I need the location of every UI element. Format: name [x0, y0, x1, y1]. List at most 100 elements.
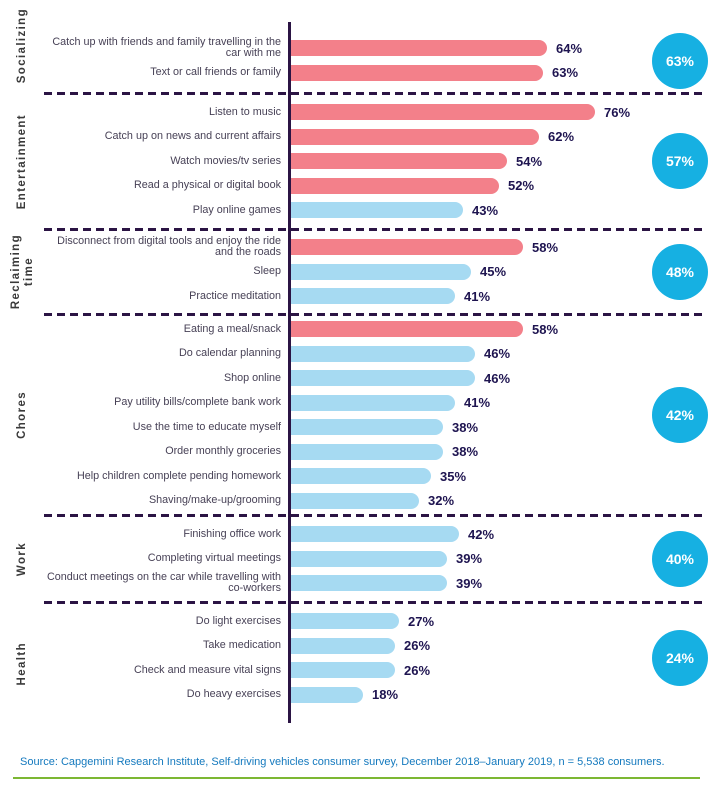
- bar-value: 62%: [548, 129, 575, 145]
- bar-row: Pay utility bills/complete bank work 41%: [46, 391, 715, 416]
- bar-label: Read a physical or digital book: [133, 179, 281, 191]
- bar-zone: 38%: [291, 443, 715, 460]
- bar-label: Play online games: [192, 203, 281, 216]
- average-badge: 48%: [652, 243, 708, 300]
- bar-zone: 76%: [291, 104, 715, 121]
- bar-label: Do heavy exercises: [186, 688, 281, 700]
- bar: [291, 468, 431, 485]
- section-separator: [44, 313, 707, 316]
- category-section: Entertainment Listen to music 76% Catch up …: [0, 95, 715, 228]
- bar-value: 41%: [464, 288, 491, 304]
- bar-row: Finishing office work 42%: [46, 522, 715, 547]
- bar: [291, 526, 459, 543]
- bar-zone: 54%: [291, 153, 715, 170]
- bar-row: Shop online 46%: [46, 366, 715, 391]
- section-separator: [44, 601, 707, 604]
- bar-zone: 39%: [291, 550, 715, 567]
- average-badge: 40%: [652, 530, 708, 587]
- bar-label: Help children complete pending homework: [76, 469, 281, 482]
- bar-zone: 42%: [291, 526, 715, 543]
- bar-label: Conduct meetings on the car while travel…: [46, 570, 281, 595]
- bar: [291, 153, 507, 170]
- bar: [291, 686, 363, 703]
- bar-row: Listen to music 76%: [46, 100, 715, 125]
- section-separator: [44, 228, 707, 231]
- bar-value: 39%: [456, 551, 483, 567]
- bar-value: 64%: [556, 40, 583, 56]
- section-content: Catch up with friends and family travell…: [46, 0, 715, 92]
- bar-zone: 38%: [291, 419, 715, 436]
- bar-value: 35%: [440, 468, 467, 484]
- category-strip: Chores: [0, 316, 46, 514]
- bar: [291, 492, 419, 509]
- bar-label: Text or call friends or family: [150, 66, 281, 78]
- bar-row: Help children complete pending homework 3…: [46, 464, 715, 489]
- section-separator: [44, 92, 707, 95]
- bar-label: Shaving/make-up/grooming: [148, 494, 281, 506]
- bar: [291, 394, 455, 411]
- bar: [291, 370, 475, 387]
- bar-label: Watch movies/tv series: [170, 154, 281, 167]
- average-badge: 42%: [652, 387, 708, 443]
- bar-value: 46%: [484, 346, 511, 362]
- bar-label: Catch up on news and current affairs: [104, 130, 281, 142]
- bar: [291, 321, 523, 338]
- axis-line: [288, 22, 291, 723]
- bar-value: 46%: [484, 370, 511, 386]
- bar: [291, 575, 447, 592]
- category-section: Work Finishing office work 42% Completing v…: [0, 517, 715, 601]
- bar: [291, 40, 547, 57]
- bar: [291, 177, 499, 194]
- section-rows: Listen to music 76% Catch up on news and c…: [46, 100, 715, 223]
- bar-row: Do light exercises 27%: [46, 609, 715, 634]
- bar-zone: 45%: [291, 263, 715, 280]
- bar-value: 26%: [404, 662, 431, 678]
- bar-row: Do calendar planning 46%: [46, 342, 715, 367]
- section-rows: Finishing office work 42% Completing virtu…: [46, 522, 715, 596]
- bar: [291, 263, 471, 280]
- bar-zone: 27%: [291, 613, 715, 630]
- bar-value: 58%: [532, 239, 559, 255]
- bar-label: Eating a meal/snack: [183, 322, 281, 335]
- bar-zone: 41%: [291, 394, 715, 411]
- bar-value: 54%: [516, 153, 543, 169]
- category-label: Reclaiming time: [9, 234, 35, 310]
- bar-label: Do calendar planning: [178, 347, 281, 359]
- bar-value: 38%: [452, 444, 479, 460]
- bar-row: Completing virtual meetings 39%: [46, 547, 715, 572]
- bar-row: Sleep 45%: [46, 260, 715, 285]
- bar-label: Completing virtual meetings: [147, 552, 281, 564]
- bar-zone: 64%: [291, 40, 715, 57]
- average-badge: 57%: [652, 133, 708, 190]
- category-label: Entertainment: [16, 113, 29, 210]
- bar-value: 43%: [472, 202, 499, 218]
- bar-value: 38%: [452, 419, 479, 435]
- bar: [291, 128, 539, 145]
- bar-row: Practice meditation 41%: [46, 284, 715, 309]
- bar-zone: 58%: [291, 321, 715, 338]
- bar-label: Disconnect from digital tools and enjoy …: [57, 234, 281, 259]
- bar-label: Check and measure vital signs: [133, 663, 281, 676]
- section-rows: Do light exercises 27% Take medication 26% C…: [46, 609, 715, 707]
- bar-zone: 43%: [291, 202, 715, 219]
- footer-rule: [13, 777, 700, 779]
- category-strip: Socializing: [0, 0, 46, 92]
- bar-value: 32%: [428, 493, 455, 509]
- category-section: Reclaiming time Disconnect from digital t…: [0, 231, 715, 313]
- bar-row: Disconnect from digital tools and enjoy …: [46, 235, 715, 260]
- bar-value: 27%: [408, 613, 435, 629]
- bar-row: Shaving/make-up/grooming 32%: [46, 489, 715, 514]
- bar-value: 52%: [508, 178, 535, 194]
- bar-label: Use the time to educate myself: [132, 420, 281, 433]
- bar-label: Catch up with friends and family travell…: [52, 35, 281, 60]
- section-content: Finishing office work 42% Completing virtu…: [46, 517, 715, 601]
- bar: [291, 104, 595, 121]
- bar-label: Do light exercises: [195, 614, 281, 627]
- bar-value: 58%: [532, 321, 559, 337]
- section-rows: Catch up with friends and family travell…: [46, 32, 715, 89]
- bar-row: Text or call friends or family 63%: [46, 61, 715, 86]
- section-content: Eating a meal/snack 58% Do calendar planni…: [46, 316, 715, 514]
- section-content: Do light exercises 27% Take medication 26% C…: [46, 604, 715, 723]
- average-badge: 24%: [652, 630, 708, 686]
- bar: [291, 202, 463, 219]
